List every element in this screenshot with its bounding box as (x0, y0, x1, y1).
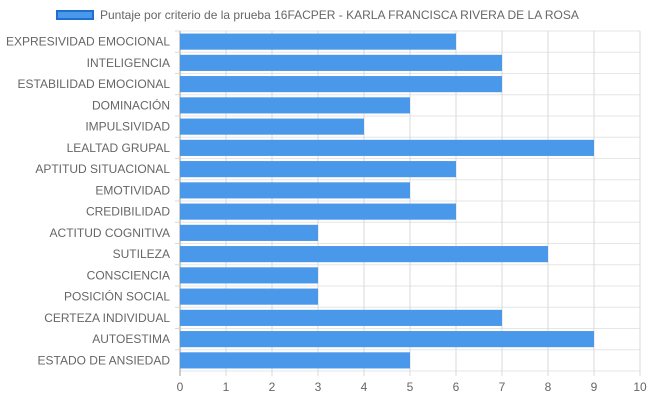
y-tick-label: EMOTIVIDAD (95, 183, 170, 197)
bar[interactable] (180, 267, 318, 284)
chart-legend[interactable]: Puntaje por criterio de la prueba 16FACP… (56, 8, 579, 22)
y-tick-label: CREDIBILIDAD (86, 205, 170, 219)
bar[interactable] (180, 331, 594, 348)
x-tick-label: 5 (407, 380, 414, 394)
x-tick-label: 0 (177, 380, 184, 394)
y-tick-label: APTITUD SITUACIONAL (35, 162, 170, 176)
bar[interactable] (180, 309, 502, 326)
legend-swatch (56, 10, 94, 20)
bar[interactable] (180, 203, 456, 220)
bar[interactable] (180, 352, 410, 369)
bar[interactable] (180, 76, 502, 93)
y-tick-label: INTELIGENCIA (87, 56, 170, 70)
bar[interactable] (180, 54, 502, 71)
y-tick-label: CONSCIENCIA (87, 268, 170, 282)
y-tick-label: ESTADO DE ANSIEDAD (38, 353, 171, 367)
y-tick-label: SUTILEZA (113, 247, 170, 261)
x-tick-label: 10 (633, 380, 647, 394)
x-tick-label: 9 (591, 380, 598, 394)
bar[interactable] (180, 288, 318, 305)
y-tick-label: AUTOESTIMA (92, 332, 170, 346)
bar[interactable] (180, 139, 594, 156)
bar[interactable] (180, 97, 410, 114)
bar[interactable] (180, 118, 364, 135)
y-tick-label: POSICIÓN SOCIAL (64, 289, 170, 304)
legend-label: Puntaje por criterio de la prueba 16FACP… (100, 8, 579, 22)
y-tick-label: ACTITUD COGNITIVA (50, 226, 170, 240)
y-tick-label: LEALTAD GRUPAL (67, 141, 171, 155)
x-tick-label: 7 (499, 380, 506, 394)
y-tick-label: IMPULSIVIDAD (85, 120, 170, 134)
bar[interactable] (180, 182, 410, 199)
bar[interactable] (180, 246, 548, 263)
x-tick-label: 8 (545, 380, 552, 394)
x-tick-label: 3 (315, 380, 322, 394)
y-tick-label: DOMINACIÓN (92, 97, 170, 112)
y-tick-label: EXPRESIVIDAD EMOCIONAL (6, 35, 170, 49)
bar[interactable] (180, 224, 318, 241)
x-tick-label: 1 (223, 380, 230, 394)
bar[interactable] (180, 161, 456, 178)
y-tick-label: CERTEZA INDIVIDUAL (44, 311, 170, 325)
x-tick-label: 2 (269, 380, 276, 394)
y-tick-label: ESTABILIDAD EMOCIONAL (18, 77, 171, 91)
x-tick-label: 6 (453, 380, 460, 394)
bar[interactable] (180, 33, 456, 50)
x-tick-label: 4 (361, 380, 368, 394)
